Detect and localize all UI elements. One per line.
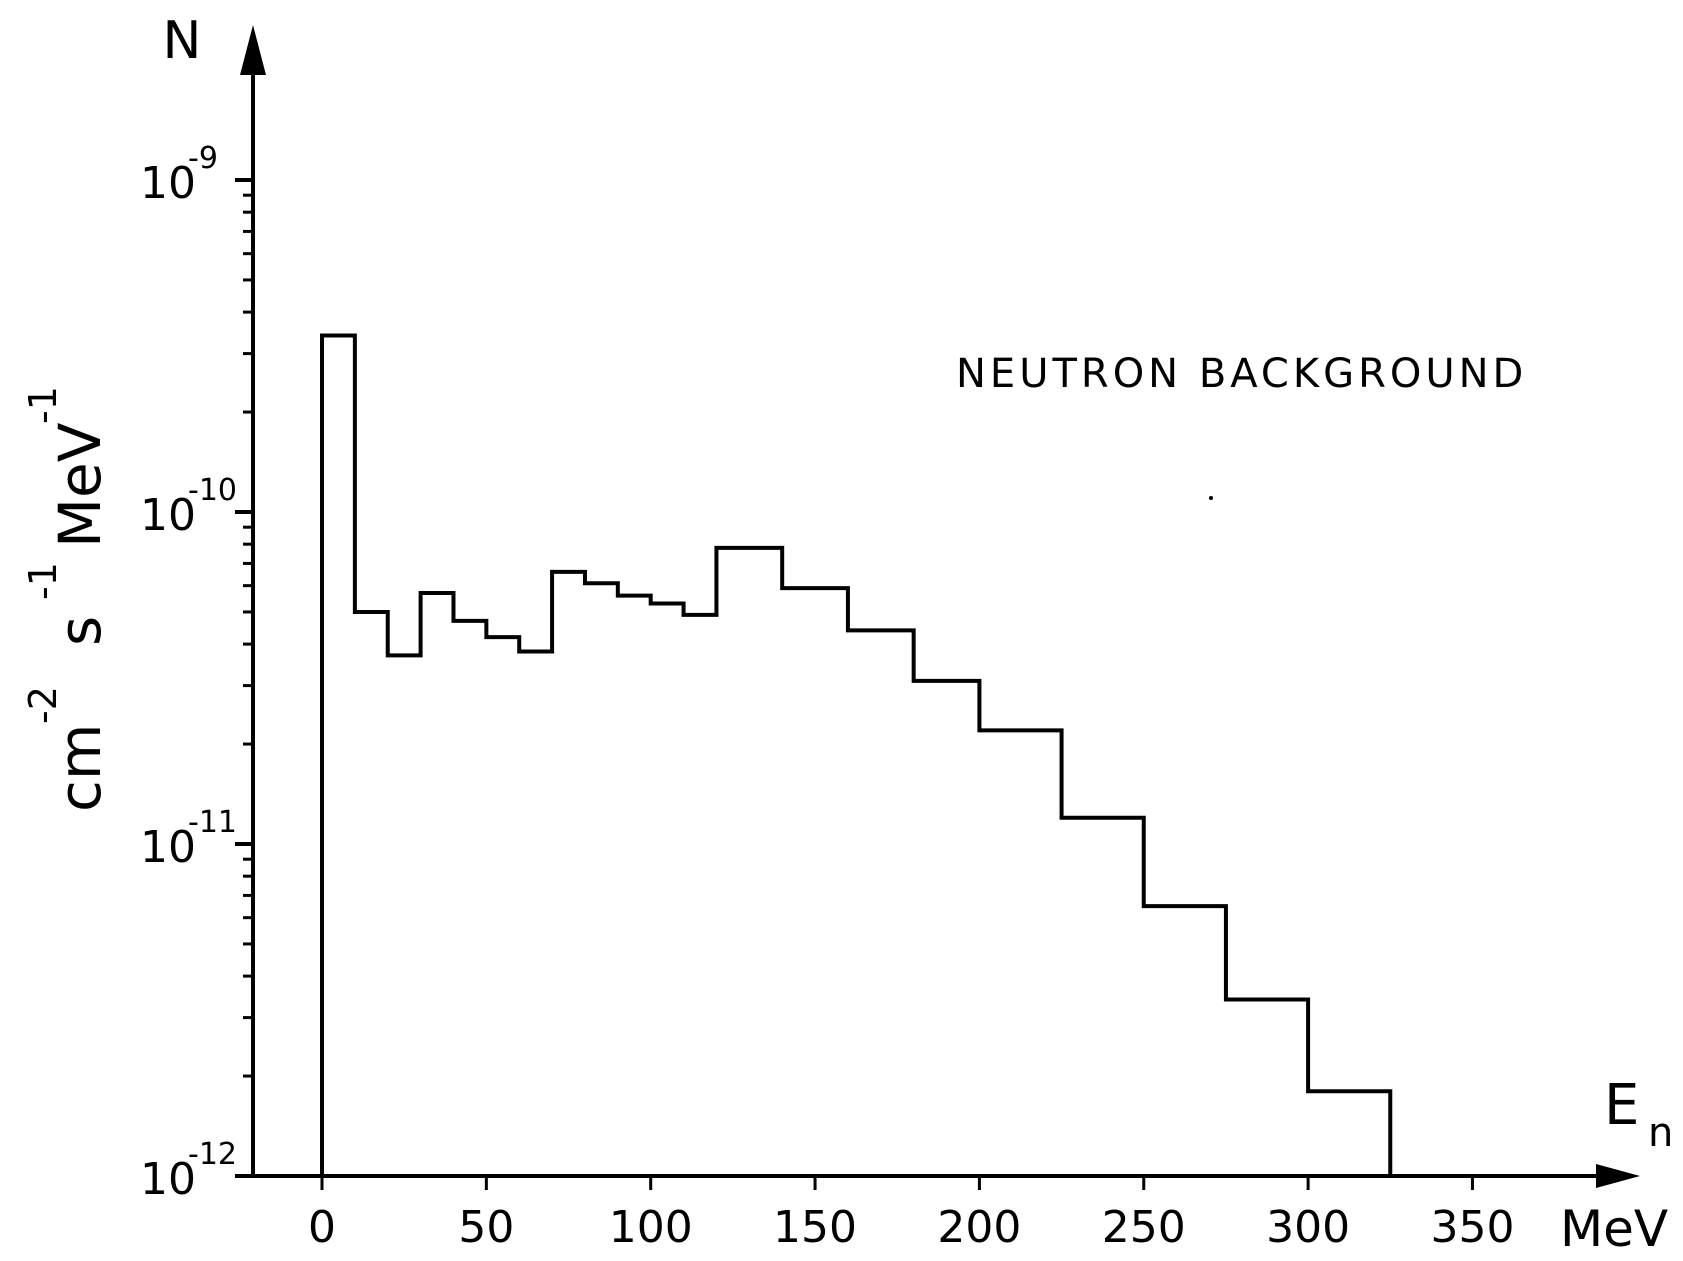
x-axis-arrowhead	[1596, 1164, 1640, 1188]
x-tick-label: 100	[609, 1202, 693, 1253]
x-tick-label: 200	[937, 1202, 1021, 1253]
y-label-mev: MeV	[46, 422, 114, 548]
x-axis-symbol-subscript: n	[1648, 1110, 1673, 1156]
y-tick-label-exponent: -12	[188, 1137, 237, 1172]
y-axis-label: cm -2 s -1 MeV -1	[21, 386, 114, 812]
y-axis-letter: N	[163, 11, 202, 71]
y-tick-label-base: 10	[140, 158, 196, 209]
x-axis-unit: MeV	[1560, 1200, 1668, 1258]
y-tick-label: 10-10	[140, 473, 237, 541]
y-label-exp-m1a: -1	[21, 562, 65, 600]
y-tick-label: 10-12	[140, 1137, 237, 1205]
y-tick-label-exponent: -10	[188, 473, 237, 508]
x-tick-label: 0	[308, 1202, 336, 1253]
histogram-series	[320, 333, 1393, 1176]
x-axis-symbol: E	[1604, 1073, 1639, 1138]
y-tick-label: 10-9	[140, 141, 218, 209]
x-tick-label: 150	[773, 1202, 857, 1253]
y-tick-label: 10-11	[140, 805, 237, 873]
y-label-exp-m1b: -1	[21, 386, 65, 424]
y-major-ticks	[235, 178, 253, 1178]
y-minor-ticks	[243, 193, 253, 1078]
chart-title: NEUTRON BACKGROUND	[956, 351, 1527, 397]
scan-speck	[1209, 496, 1213, 500]
y-tick-label-base: 10	[140, 490, 196, 541]
x-tick-label: 50	[458, 1202, 514, 1253]
x-tick-labels: 0 50 100 150 200 250 300 350	[308, 1202, 1514, 1253]
y-axis-arrowhead	[240, 25, 266, 75]
x-tick-label: 250	[1102, 1202, 1186, 1253]
y-tick-label-base: 10	[140, 822, 196, 873]
y-tick-label-exponent: -9	[188, 141, 218, 176]
y-label-s: s	[46, 616, 114, 646]
y-label-cm: cm	[46, 724, 114, 812]
y-tick-label-base: 10	[140, 1154, 196, 1205]
y-tick-label-exponent: -11	[188, 805, 237, 840]
y-label-exp-m2: -2	[21, 686, 65, 724]
x-tick-label: 350	[1430, 1202, 1514, 1253]
x-ticks	[320, 1176, 1474, 1190]
histogram-step-line	[320, 333, 1393, 1176]
x-tick-label: 300	[1266, 1202, 1350, 1253]
